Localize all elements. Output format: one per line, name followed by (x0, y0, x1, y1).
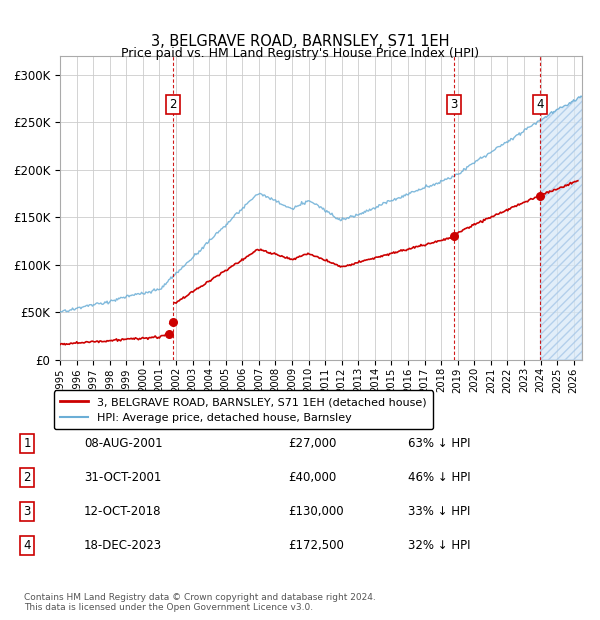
Point (535, 191, 545, 201)
Text: 4: 4 (536, 98, 544, 111)
Text: 3, BELGRAVE ROAD, BARNSLEY, S71 1EH: 3, BELGRAVE ROAD, BARNSLEY, S71 1EH (151, 34, 449, 49)
Text: 2: 2 (169, 98, 177, 111)
Point (169, 317, 178, 327)
Text: 1: 1 (23, 437, 31, 450)
Text: Price paid vs. HM Land Registry's House Price Index (HPI): Price paid vs. HM Land Registry's House … (121, 46, 479, 60)
Point (164, 329, 174, 339)
Text: 18-DEC-2023: 18-DEC-2023 (84, 539, 162, 552)
Text: 3: 3 (23, 505, 31, 518)
Text: 46% ↓ HPI: 46% ↓ HPI (408, 471, 470, 484)
Point (449, 231, 459, 241)
Text: 4: 4 (23, 539, 31, 552)
Text: Contains HM Land Registry data © Crown copyright and database right 2024.
This d: Contains HM Land Registry data © Crown c… (24, 593, 376, 612)
Text: £172,500: £172,500 (288, 539, 344, 552)
Text: £40,000: £40,000 (288, 471, 336, 484)
Text: 31-OCT-2001: 31-OCT-2001 (84, 471, 161, 484)
Text: 12-OCT-2018: 12-OCT-2018 (84, 505, 161, 518)
Text: 33% ↓ HPI: 33% ↓ HPI (408, 505, 470, 518)
Legend: 3, BELGRAVE ROAD, BARNSLEY, S71 1EH (detached house), HPI: Average price, detach: 3, BELGRAVE ROAD, BARNSLEY, S71 1EH (det… (53, 391, 433, 429)
Text: £130,000: £130,000 (288, 505, 344, 518)
Text: 08-AUG-2001: 08-AUG-2001 (84, 437, 163, 450)
Text: 63% ↓ HPI: 63% ↓ HPI (408, 437, 470, 450)
Text: 32% ↓ HPI: 32% ↓ HPI (408, 539, 470, 552)
Text: £27,000: £27,000 (288, 437, 337, 450)
Text: 3: 3 (451, 98, 458, 111)
Text: 2: 2 (23, 471, 31, 484)
